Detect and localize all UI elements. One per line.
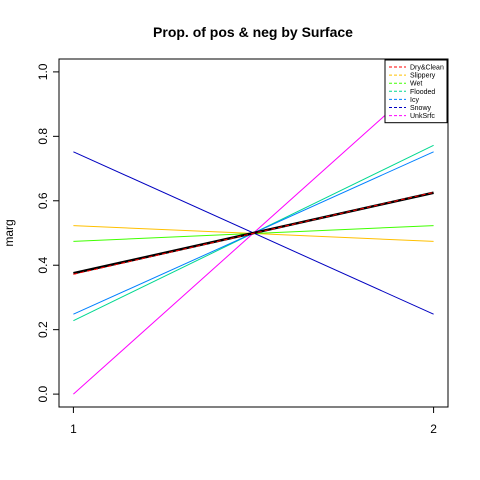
series-line-overlay-0 — [73, 191, 434, 275]
y-tick-label-4: 0.8 — [36, 128, 50, 145]
legend: Dry&CleanSlipperyWetFloodedIcySnowyUnkSr… — [384, 59, 448, 124]
legend-label-1: Slippery — [410, 73, 436, 80]
legend-label-0: Dry&Clean — [410, 65, 444, 72]
y-tick-label-3: 0.6 — [36, 192, 50, 209]
y-axis-label: marg — [2, 219, 16, 246]
y-tick-label-5: 1.0 — [36, 63, 50, 80]
legend-label-5: Snowy — [410, 105, 432, 112]
y-tick-label-0: 0.0 — [36, 385, 50, 402]
x-tick-label-0: 1 — [70, 422, 77, 436]
y-tick-label-1: 0.2 — [36, 321, 50, 338]
legend-label-6: UnkSrfc — [410, 113, 435, 120]
chart-title: Prop. of pos & neg by Surface — [153, 24, 353, 40]
legend-label-2: Wet — [410, 81, 422, 88]
plot-marks — [73, 71, 434, 395]
y-tick-label-2: 0.4 — [36, 257, 50, 274]
plot-frame — [58, 58, 449, 408]
legend-label-3: Flooded — [410, 89, 435, 96]
legend-label-4: Icy — [410, 97, 419, 104]
axes: 0.0 0.2 0.4 0.6 0.8 1.0 1 2 — [36, 63, 437, 436]
x-tick-label-1: 2 — [430, 422, 437, 436]
